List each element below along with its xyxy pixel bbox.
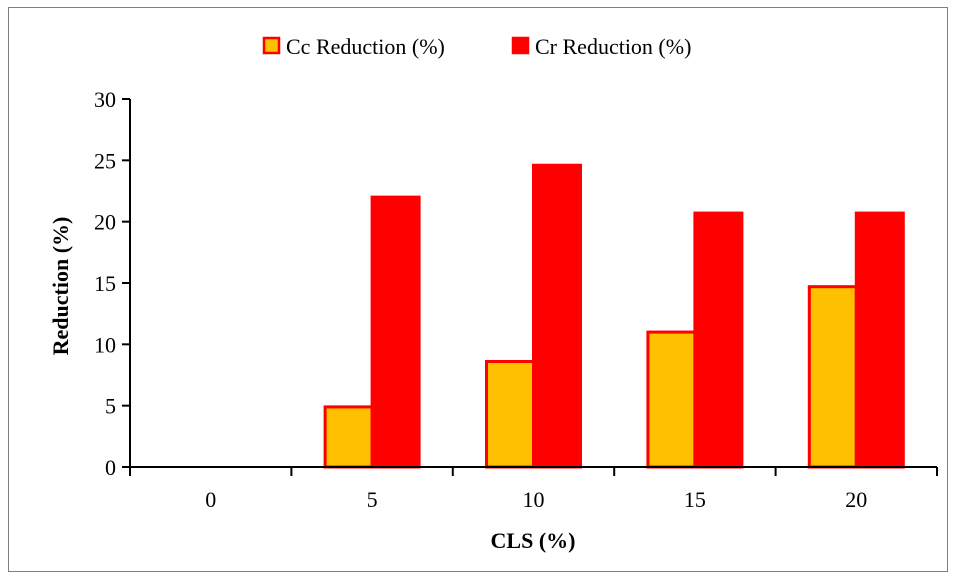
cc-bar-10 [485,360,535,469]
bars [323,163,905,469]
cc-bar-5 [323,405,374,469]
cr-bar-5 [370,195,421,469]
legend: Cc Reduction (%) Cr Reduction (%) [262,34,691,59]
y-axis-title: Reduction (%) [48,217,73,356]
x-tick-label: 15 [684,487,706,512]
cr-bar-20 [854,211,905,469]
ticks: 0 5 10 15 20 25 30 0 5 10 15 20 [94,87,938,512]
x-tick-label: 5 [367,487,378,512]
y-tick-label: 30 [94,87,116,112]
y-tick-label: 25 [94,148,116,173]
x-axis-title: CLS (%) [491,528,576,553]
y-tick-label: 5 [105,394,116,419]
cc-bar-15 [646,330,697,469]
chart-frame [8,7,948,572]
cr-bar-15 [693,211,744,469]
cc-bar-20 [807,285,858,469]
legend-swatch [262,36,281,55]
y-tick-label: 10 [94,332,116,357]
y-tick-label: 20 [94,210,116,235]
x-tick-label: 10 [523,487,545,512]
y-tick-label: 0 [105,455,116,480]
y-tick-label: 15 [94,271,116,296]
x-tick-label: 0 [205,487,216,512]
cr-bar-10 [532,163,582,469]
x-tick-label: 20 [845,487,867,512]
legend-label: Cr Reduction (%) [535,34,691,59]
legend-label: Cc Reduction (%) [286,34,445,59]
legend-swatch [511,36,530,55]
